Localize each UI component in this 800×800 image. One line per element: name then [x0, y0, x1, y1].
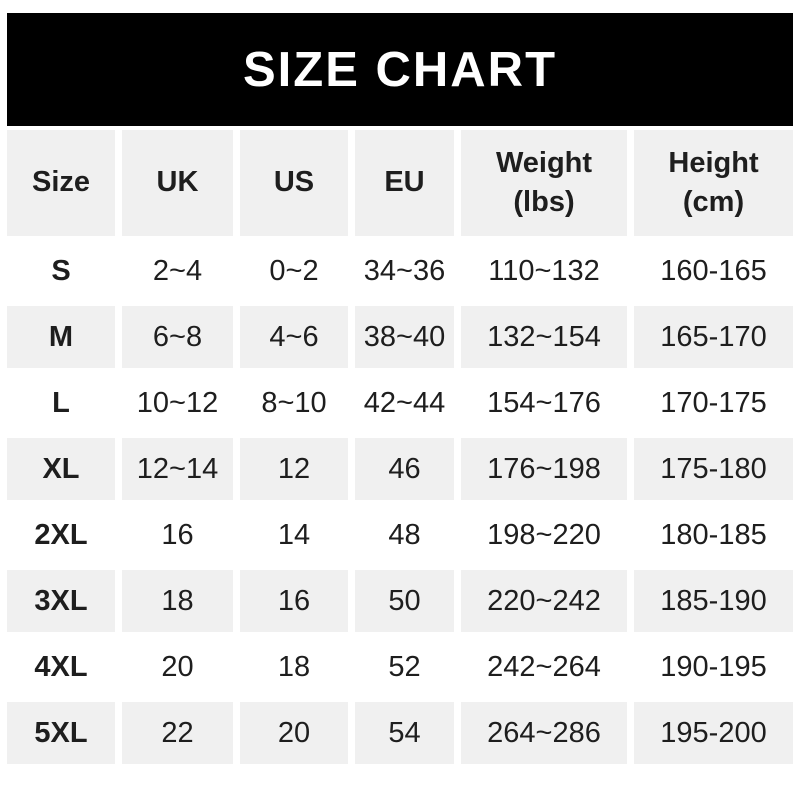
table-cell-weight: 110~132: [461, 240, 627, 302]
size-cell: 4XL: [7, 636, 115, 698]
table-cell-us: 20: [240, 702, 348, 764]
table-cell-eu: 42~44: [355, 372, 454, 434]
table-cell-weight: 242~264: [461, 636, 627, 698]
banner: SIZE CHART: [7, 13, 793, 126]
table-row-4xl: 4XL 20 18 52 242~264 190-195: [7, 636, 793, 698]
table-cell-uk: 12~14: [122, 438, 233, 500]
table-cell-uk: 22: [122, 702, 233, 764]
table-cell-us: 0~2: [240, 240, 348, 302]
table-cell-eu: 34~36: [355, 240, 454, 302]
table-row-xl: XL 12~14 12 46 176~198 175-180: [7, 438, 793, 500]
table-cell-us: 4~6: [240, 306, 348, 368]
table-cell-height: 185-190: [634, 570, 793, 632]
table-cell-us: 8~10: [240, 372, 348, 434]
column-header-size: Size: [7, 130, 115, 236]
table-cell-height: 180-185: [634, 504, 793, 566]
table-cell-uk: 6~8: [122, 306, 233, 368]
table-row-m: M 6~8 4~6 38~40 132~154 165-170: [7, 306, 793, 368]
table-cell-height: 175-180: [634, 438, 793, 500]
size-cell: 5XL: [7, 702, 115, 764]
table-cell-uk: 18: [122, 570, 233, 632]
size-chart-page: SIZE CHART Size UK US EU Weight (lbs) Hei…: [0, 13, 800, 800]
table-cell-height: 195-200: [634, 702, 793, 764]
table-cell-us: 14: [240, 504, 348, 566]
table-cell-eu: 38~40: [355, 306, 454, 368]
table-row-2xl: 2XL 16 14 48 198~220 180-185: [7, 504, 793, 566]
size-cell: M: [7, 306, 115, 368]
table-cell-weight: 176~198: [461, 438, 627, 500]
table-cell-uk: 10~12: [122, 372, 233, 434]
table-cell-height: 170-175: [634, 372, 793, 434]
table-row-3xl: 3XL 18 16 50 220~242 185-190: [7, 570, 793, 632]
column-header-height: Height (cm): [634, 130, 793, 236]
table-cell-eu: 50: [355, 570, 454, 632]
table-cell-eu: 46: [355, 438, 454, 500]
table-cell-weight: 154~176: [461, 372, 627, 434]
size-cell: XL: [7, 438, 115, 500]
size-table: Size UK US EU Weight (lbs) Height (cm) S 2…: [0, 126, 800, 768]
table-cell-height: 190-195: [634, 636, 793, 698]
table-cell-us: 16: [240, 570, 348, 632]
table-cell-uk: 2~4: [122, 240, 233, 302]
size-cell: 3XL: [7, 570, 115, 632]
table-cell-weight: 132~154: [461, 306, 627, 368]
table-cell-us: 12: [240, 438, 348, 500]
table-cell-eu: 54: [355, 702, 454, 764]
table-cell-weight: 264~286: [461, 702, 627, 764]
size-cell: S: [7, 240, 115, 302]
table-cell-uk: 16: [122, 504, 233, 566]
column-header-eu: EU: [355, 130, 454, 236]
size-cell: L: [7, 372, 115, 434]
column-header-weight: Weight (lbs): [461, 130, 627, 236]
table-cell-eu: 52: [355, 636, 454, 698]
table-cell-height: 165-170: [634, 306, 793, 368]
table-cell-height: 160-165: [634, 240, 793, 302]
table-cell-weight: 198~220: [461, 504, 627, 566]
table-header-row: Size UK US EU Weight (lbs) Height (cm): [7, 130, 793, 236]
table-cell-weight: 220~242: [461, 570, 627, 632]
table-row-l: L 10~12 8~10 42~44 154~176 170-175: [7, 372, 793, 434]
column-header-uk: UK: [122, 130, 233, 236]
page-title: SIZE CHART: [243, 42, 557, 97]
size-cell: 2XL: [7, 504, 115, 566]
column-header-us: US: [240, 130, 348, 236]
table-cell-eu: 48: [355, 504, 454, 566]
table-row-s: S 2~4 0~2 34~36 110~132 160-165: [7, 240, 793, 302]
table-cell-uk: 20: [122, 636, 233, 698]
table-cell-us: 18: [240, 636, 348, 698]
table-row-5xl: 5XL 22 20 54 264~286 195-200: [7, 702, 793, 764]
